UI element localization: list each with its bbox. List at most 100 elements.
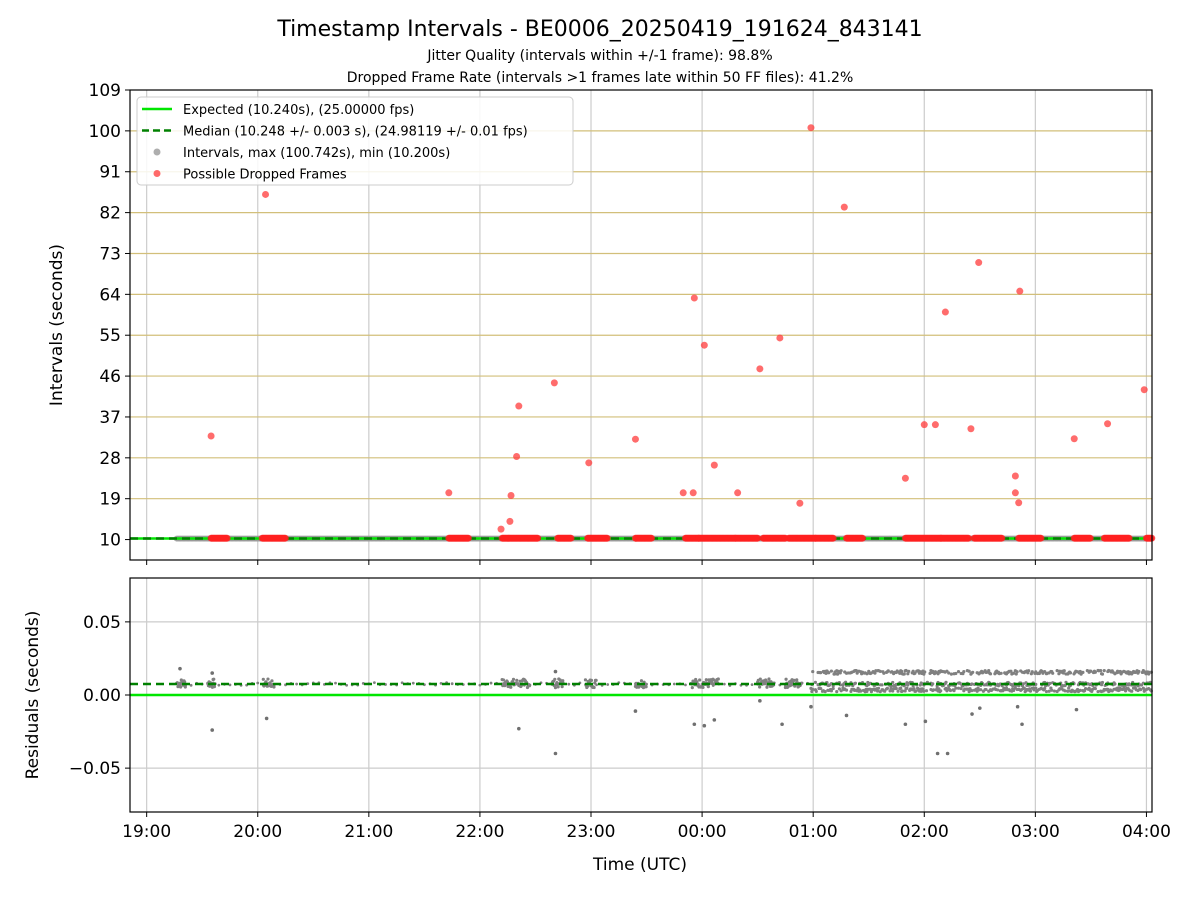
residual-point [932,688,936,692]
dropped-frame-point [807,124,815,132]
dropped-frame-point [689,489,697,497]
residual-point [789,681,793,685]
residual-point [210,671,215,675]
residual-point [553,669,558,674]
residual-point [1063,689,1067,693]
residual-point [780,722,784,727]
legend-swatch-2 [153,148,161,156]
residual-point [701,685,705,690]
residual-point [758,699,762,703]
dropped-frame-point [534,534,542,542]
residual-point [944,680,948,684]
residual-point [767,677,771,681]
residual-point [1093,670,1097,674]
residual-point [945,751,950,756]
residual-point [888,689,892,693]
residual-point [839,669,843,673]
residual-point [1115,686,1120,690]
residual-point [672,682,676,686]
residual-point [1066,689,1070,693]
residual-point [811,687,815,692]
residual-point [819,671,823,675]
residual-point [1027,669,1031,673]
residuals-panel: 0.05 0.00 −0.05 19:00 20:00 21:00 22:00 23:00 00… [69,577,1171,842]
residual-point [228,683,232,687]
residual-point [813,680,818,685]
residual-point [684,683,687,687]
residual-point [1096,689,1100,694]
residual-point [1074,707,1079,712]
residual-point [931,669,935,673]
bottom-xtick-label-7: 02:00 [900,822,949,842]
residual-point [987,668,991,673]
residual-point [264,716,269,721]
residual-point [179,678,183,682]
dropped-frame-point [1125,534,1133,542]
residual-point [217,683,221,687]
residual-point [924,689,929,693]
residual-point [1052,689,1057,693]
residual-point [899,686,903,690]
residual-point [517,682,521,686]
residual-point [844,688,849,692]
dropped-frame-point [567,534,575,542]
top-ytick-label-10: 100 [89,122,121,142]
residual-point [644,685,648,689]
residual-point [264,680,268,684]
residual-point [896,689,900,693]
residual-point [913,671,917,675]
dropped-frame-point [796,499,804,507]
residual-point [979,688,983,692]
residual-point [178,666,182,671]
residual-point [716,677,720,681]
top-ytick-label-9: 91 [99,163,121,183]
residual-point [922,689,926,693]
residual-point [1068,671,1073,675]
dropped-frame-point [1104,420,1112,428]
residual-point [831,686,835,691]
dropped-frame-point [998,534,1006,542]
residual-point [750,683,754,687]
residual-point [945,689,949,693]
residual-point [1028,689,1033,693]
dropped-frame-point [506,517,514,525]
residual-point [400,681,404,685]
dropped-frame-point [859,534,867,542]
residual-point [692,722,697,727]
residual-point [212,685,217,689]
residual-point [1081,670,1085,674]
dropped-frame-point [1070,435,1078,443]
residual-point [593,681,597,685]
bottom-xtick-label-3: 22:00 [455,822,504,842]
residual-point [690,686,694,690]
legend: Expected (10.240s), (25.00000 fps) Median… [136,96,574,186]
residual-point [1015,704,1020,709]
legend-label-3: Possible Dropped Frames [183,168,347,183]
residual-point [450,682,454,686]
dropped-frame-point [776,334,784,342]
top-ytick-label-0: 10 [99,531,121,551]
dropped-frame-point [967,425,975,433]
residual-point [967,669,971,673]
dropped-frame-point [281,534,289,542]
bottom-ytick-label-2: −0.05 [69,759,121,779]
dropped-frame-point [901,474,909,482]
residual-point [272,685,276,689]
residual-point [923,670,927,674]
residual-point [829,669,834,673]
dropped-frame-point [631,435,639,443]
residual-point [1020,722,1024,727]
residual-point [900,669,904,673]
residual-point [489,681,493,685]
residual-point [844,713,849,718]
residual-point [1122,686,1126,690]
dropped-frame-point [1016,287,1024,295]
legend-label-2: Intervals, max (100.742s), min (10.200s) [183,146,450,161]
dropped-frame-point [754,534,762,542]
residual-point [1139,687,1143,692]
residual-point [583,678,588,682]
residual-point [956,686,961,690]
residual-point [944,686,948,690]
dropped-frame-point [445,489,453,497]
